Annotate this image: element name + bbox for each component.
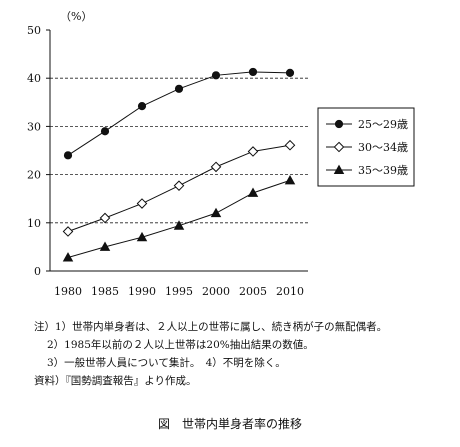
data-point xyxy=(173,220,185,230)
chart-gridlines xyxy=(50,77,308,224)
series-group xyxy=(63,67,295,160)
note-line-1: 注）1）世帯内単身者は、２人以上の世帯に属し、続き柄が子の無配偶者。 xyxy=(34,321,388,333)
legend-label: 25～29歳 xyxy=(358,118,408,131)
data-point xyxy=(247,187,259,197)
data-point xyxy=(285,68,295,77)
data-point xyxy=(284,174,296,185)
data-point xyxy=(173,180,185,191)
data-point xyxy=(99,212,111,224)
y-tick-label: 30 xyxy=(27,120,41,133)
data-point xyxy=(99,241,111,251)
data-point xyxy=(100,127,110,136)
x-tick-label: 2000 xyxy=(202,285,230,298)
chart-legend: 25～29歳 30～34歳 35～39歳 xyxy=(317,107,415,187)
x-axis-ticks: 1980 1985 1990 1995 2000 2005 2010 xyxy=(54,285,304,298)
data-point xyxy=(62,252,74,262)
data-point xyxy=(137,102,147,111)
y-tick-label: 10 xyxy=(27,217,41,230)
data-point xyxy=(210,207,222,218)
note-line-3: 3）一般世帯人員について集計。 4）不明を除く。 xyxy=(47,357,286,369)
data-point xyxy=(136,198,148,209)
data-point xyxy=(284,139,296,151)
legend-label: 30～34歳 xyxy=(358,141,408,154)
y-axis-ticks: 0 10 20 30 40 50 xyxy=(27,24,50,278)
y-tick-label: 40 xyxy=(27,72,41,85)
source-note: 資料）『国勢調査報告』より作成。 xyxy=(34,375,197,387)
data-point xyxy=(211,71,221,80)
data-point xyxy=(333,164,345,175)
data-point xyxy=(136,231,148,242)
chart-axes xyxy=(49,30,308,272)
series-group xyxy=(62,174,296,262)
line-chart: 0 10 20 30 40 50 1980 1985 1990 1995 2000 2005 2010… xyxy=(27,10,415,298)
x-tick-label: 2005 xyxy=(239,285,267,298)
figure-caption: 図 世帯内単身者率の推移 xyxy=(157,417,302,431)
series-group xyxy=(62,139,296,237)
data-point xyxy=(174,84,184,93)
x-tick-label: 1990 xyxy=(128,285,156,298)
y-tick-label: 0 xyxy=(34,265,41,278)
data-point xyxy=(63,151,73,160)
data-point xyxy=(248,67,258,77)
y-tick-label: 50 xyxy=(27,24,41,37)
series-line xyxy=(67,71,291,156)
chart-notes: 注）1）世帯内単身者は、２人以上の世帯に属し、続き柄が子の無配偶者。 2）198… xyxy=(34,318,458,390)
y-axis-unit-label: （%） xyxy=(60,10,92,23)
data-point xyxy=(333,141,345,153)
data-point xyxy=(247,146,259,157)
data-point xyxy=(210,161,222,173)
x-tick-label: 1995 xyxy=(165,285,193,298)
data-point xyxy=(62,226,74,237)
y-tick-label: 20 xyxy=(27,169,41,182)
note-line-2: 2）1985年以前の２人以上世帯は20%抽出結果の数値。 xyxy=(47,339,314,351)
legend-label: 35～39歳 xyxy=(358,164,408,177)
x-tick-label: 2010 xyxy=(276,285,304,298)
x-tick-label: 1980 xyxy=(54,285,82,298)
chart-series xyxy=(62,67,296,262)
data-point xyxy=(334,119,344,129)
x-tick-label: 1985 xyxy=(91,285,119,298)
